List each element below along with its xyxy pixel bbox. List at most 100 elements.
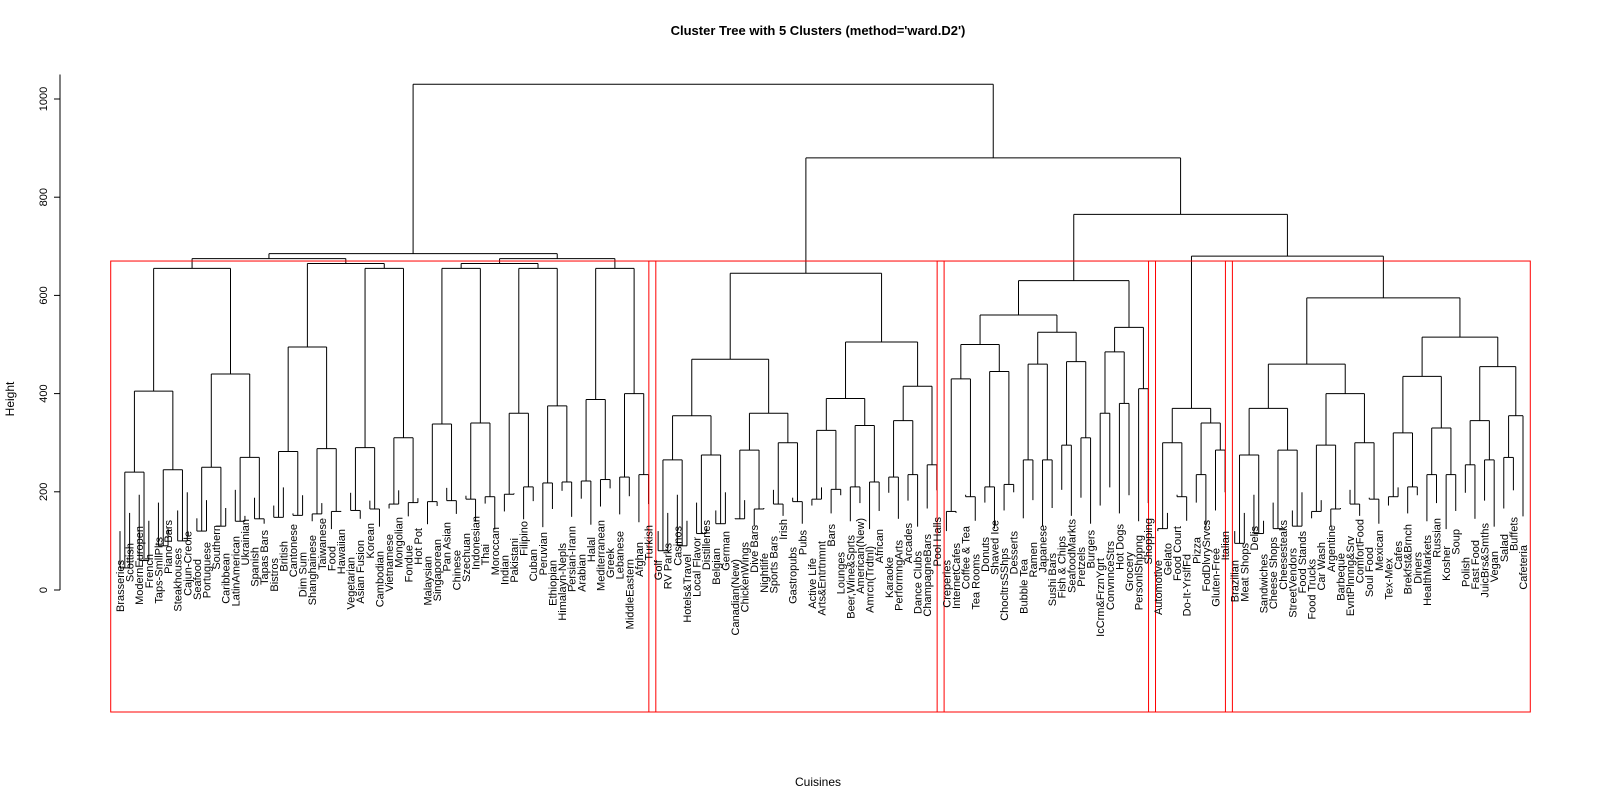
leaf-label: Shopping bbox=[1143, 518, 1155, 565]
leaf-label: Cheese Shops bbox=[1268, 537, 1280, 610]
leaf-label: ChocltrsSShps bbox=[999, 548, 1011, 621]
leaf-label: Lebanese bbox=[615, 531, 627, 579]
leaf-label: Meat Shops bbox=[1239, 543, 1251, 602]
leaf-label: Pizza bbox=[1191, 536, 1203, 564]
leaf-label: Scottish bbox=[125, 543, 137, 582]
leaf-label: MiddleEastern bbox=[624, 559, 636, 629]
leaf-label: Arts&Entrtnmnt bbox=[817, 541, 829, 616]
leaf-label: Buffets bbox=[1508, 517, 1520, 552]
leaf-label: Italian bbox=[1220, 531, 1232, 560]
leaf-label: Cuban bbox=[528, 549, 540, 581]
leaf-label: Argentine bbox=[1326, 525, 1338, 572]
leaf-label: Food Court bbox=[1172, 526, 1184, 581]
leaf-label: Salad bbox=[1499, 534, 1511, 562]
leaf-label: Portuguese bbox=[201, 542, 213, 598]
leaf-label: Automotive bbox=[1153, 560, 1165, 615]
x-axis-label: Cuisines bbox=[795, 775, 841, 789]
leaf-label: Mediterranean bbox=[595, 520, 607, 591]
leaf-label: SeafoodMarkts bbox=[1066, 519, 1078, 593]
cluster-box-4 bbox=[1148, 260, 1233, 713]
leaf-label: Halal bbox=[586, 537, 598, 562]
leaf-label: Japanese bbox=[1038, 525, 1050, 573]
leaf-label: Hot Dogs bbox=[1114, 524, 1126, 570]
leaf-label: Turkish bbox=[644, 525, 656, 561]
leaf-label: British bbox=[278, 541, 290, 572]
leaf-label: RV Parks bbox=[663, 543, 675, 590]
leaf-label: Active Life bbox=[807, 558, 819, 609]
leaf-label: Pretzels bbox=[1076, 547, 1088, 587]
y-axis-label: Height bbox=[3, 381, 17, 416]
leaf-label: Polish bbox=[1460, 557, 1472, 587]
leaf-label: Southern bbox=[211, 525, 223, 570]
leaf-label: Ramen bbox=[1028, 542, 1040, 577]
leaf-label: FodDlvrySrvcs bbox=[1201, 520, 1213, 592]
leaf-label: Arabian bbox=[576, 554, 588, 592]
leaf-label: Singaporean bbox=[432, 539, 444, 601]
leaf-label: Greek bbox=[605, 548, 617, 578]
leaf-label: Vegan bbox=[1489, 551, 1501, 582]
leaf-label: Food Stands bbox=[1297, 531, 1309, 594]
leaf-label: Persian-Irann bbox=[567, 526, 579, 592]
leaf-label: Shaved Ice bbox=[989, 520, 1001, 575]
y-tick-label: 200 bbox=[38, 483, 50, 501]
leaf-label: Sushi Bars bbox=[1047, 553, 1059, 607]
leaf-label: ChickenWings bbox=[740, 542, 752, 613]
leaf-label: Desserts bbox=[1009, 531, 1021, 575]
leaf-label: Donuts bbox=[980, 537, 992, 572]
leaf-label: Russian bbox=[1432, 518, 1444, 558]
leaf-label: Piano Bars bbox=[163, 520, 175, 574]
leaf-labels: BrasseriesScottishModernEuropenFrenchTap… bbox=[115, 516, 1530, 637]
leaf-label: Irish bbox=[778, 519, 790, 540]
leaf-label: Fish & Chips bbox=[1057, 536, 1069, 599]
leaf-label: Seafood bbox=[192, 559, 204, 600]
leaf-label: Afghan bbox=[634, 542, 646, 577]
leaf-label: Szechuan bbox=[461, 533, 473, 582]
y-tick-label: 1000 bbox=[38, 87, 50, 111]
leaf-label: Sports Bars bbox=[768, 536, 780, 594]
leaf-label: Grocery bbox=[1124, 552, 1136, 592]
leaf-label: Gluten-Free bbox=[1210, 548, 1222, 607]
leaf-label: Hotels&Travel bbox=[682, 554, 694, 623]
dendrogram-tree bbox=[119, 83, 1524, 569]
leaf-label: Kosher bbox=[1441, 546, 1453, 581]
leaf-label: Peruvian bbox=[538, 532, 550, 575]
leaf-label: EvntPlnnng&Srv bbox=[1345, 536, 1357, 617]
leaf-label: Dance Clubs bbox=[913, 551, 925, 614]
cluster-box-3 bbox=[936, 260, 1157, 713]
leaf-label: ChampagneBars bbox=[922, 534, 934, 617]
leaf-label: Diners bbox=[1412, 552, 1424, 584]
leaf-label: StreetVendors bbox=[1287, 548, 1299, 618]
leaf-label: Delis bbox=[1249, 526, 1261, 551]
leaf-label: Mongolian bbox=[394, 517, 406, 568]
chart-title: Cluster Tree with 5 Clusters (method='wa… bbox=[671, 23, 966, 38]
leaf-label: Creperies bbox=[941, 560, 953, 608]
leaf-label: LatinAmerican bbox=[230, 536, 242, 606]
leaf-label: Amrcn(Trdtnl) bbox=[865, 546, 877, 613]
leaf-label: Asian Fusion bbox=[355, 540, 367, 604]
leaf-label: German bbox=[720, 531, 732, 571]
leaf-label: Bistros bbox=[269, 558, 281, 592]
leaf-label: Caribbean bbox=[221, 553, 233, 604]
leaf-label: Hot Pot bbox=[413, 528, 425, 565]
leaf-label: Moroccan bbox=[490, 527, 502, 575]
leaf-label: Lounges bbox=[836, 552, 848, 595]
leaf-label: Filipino bbox=[519, 521, 531, 556]
leaf-label: Vietnamese bbox=[384, 534, 396, 592]
leaf-label: Indonesian bbox=[471, 516, 483, 570]
leaf-label: Tapas Bars bbox=[259, 530, 271, 586]
leaf-label: Fondue bbox=[403, 545, 415, 582]
y-tick-label: 0 bbox=[38, 587, 50, 593]
leaf-label: Hawaiian bbox=[336, 529, 348, 574]
leaf-label: PerformngArts bbox=[893, 540, 905, 611]
leaf-label: Brazilian bbox=[1230, 560, 1242, 602]
leaf-label: Car Wash bbox=[1316, 542, 1328, 591]
leaf-label: Bubble Tea bbox=[1018, 558, 1030, 614]
leaf-label: Tex-Mex bbox=[1383, 558, 1395, 600]
leaf-label: Pakistani bbox=[509, 538, 521, 583]
cluster-box-2 bbox=[648, 260, 945, 713]
leaf-label: Arcades bbox=[903, 523, 915, 564]
leaf-label: Golf bbox=[653, 559, 665, 580]
leaf-label: Korean bbox=[365, 523, 377, 558]
leaf-label: Dim Sum bbox=[298, 552, 310, 597]
